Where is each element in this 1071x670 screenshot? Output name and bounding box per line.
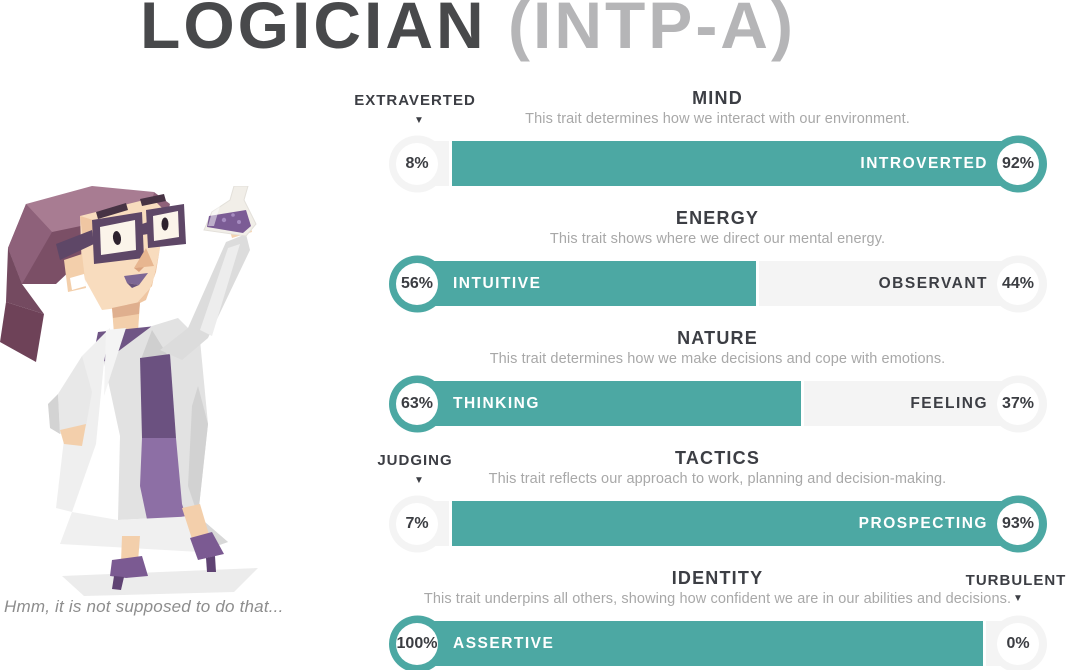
percent-badge: 92%	[997, 142, 1039, 185]
percent-badge: 44%	[997, 262, 1039, 305]
trait-name: MIND	[692, 88, 743, 108]
down-arrow-icon: ▼	[414, 115, 424, 126]
trait-bar-segment: INTROVERTED 92%	[452, 135, 1047, 192]
down-arrow-icon: ▼	[1013, 593, 1023, 604]
character-caption: Hmm, it is not supposed to do that...	[4, 597, 284, 616]
percent-badge: 8%	[396, 142, 438, 185]
trait-bar: 7% PROSPECTING 93%	[388, 495, 1047, 552]
trait-name: NATURE	[677, 328, 758, 348]
trait-side-label: TURBULENT	[965, 572, 1067, 589]
trait-description: This trait underpins all others, showing…	[423, 591, 1012, 607]
trait-description: This trait reflects our approach to work…	[488, 471, 947, 487]
trait-section: IDENTITY This trait underpins all others…	[388, 568, 1065, 670]
trait-section: TACTICS This trait reflects our approach…	[377, 448, 1047, 552]
trait-bar: ASSERTIVE 100% 0%	[388, 615, 1047, 670]
trait-side-label: OBSERVANT	[878, 274, 988, 292]
percent-badge: 37%	[997, 382, 1039, 425]
down-arrow-icon: ▼	[414, 475, 424, 486]
trait-side-label: PROSPECTING	[858, 514, 988, 532]
trait-side-label: ASSERTIVE	[453, 634, 555, 652]
page-title: LOGICIAN (INTP-A)	[140, 0, 796, 60]
trait-side-label: INTUITIVE	[453, 274, 542, 292]
trait-section: NATURE This trait determines how we make…	[388, 328, 1047, 432]
trait-bar-segment: FEELING 37%	[804, 375, 1047, 432]
ground-shadow	[62, 568, 258, 596]
trait-section: ENERGY This trait shows where we direct …	[388, 208, 1047, 312]
percent-badge: 7%	[396, 502, 438, 545]
trait-bar: INTUITIVE 56% OBSERVANT 44%	[388, 255, 1047, 312]
trait-bar-segment: ASSERTIVE 100%	[388, 615, 983, 670]
trait-side-label: EXTRAVERTED	[354, 92, 476, 109]
trait-bar-segment: 7%	[388, 495, 449, 552]
trait-bar-segment: THINKING 63%	[388, 375, 801, 432]
trait-bar-segment: OBSERVANT 44%	[759, 255, 1047, 312]
percent-badge: 100%	[396, 622, 438, 665]
type-name: LOGICIAN	[140, 0, 487, 62]
trait-bar-segment: INTUITIVE 56%	[388, 255, 756, 312]
trait-side-label: THINKING	[453, 394, 540, 412]
percent-badge: 93%	[997, 502, 1039, 545]
percent-badge: 0%	[997, 622, 1039, 665]
trait-description: This trait shows where we direct our men…	[549, 231, 886, 247]
trait-name: TACTICS	[674, 448, 761, 468]
trait-description: This trait determines how we make decisi…	[489, 351, 946, 367]
trait-section: MIND This trait determines how we intera…	[354, 88, 1047, 192]
trait-name: ENERGY	[675, 208, 760, 228]
flask-icon	[203, 185, 257, 237]
trait-bar-segment: 8%	[388, 135, 449, 192]
trait-description: This trait determines how we interact wi…	[525, 111, 910, 127]
trait-bar: THINKING 63% FEELING 37%	[388, 375, 1047, 432]
trait-name: IDENTITY	[671, 568, 764, 588]
trait-bar: 8% INTROVERTED 92%	[388, 135, 1047, 192]
trait-side-label: JUDGING	[377, 452, 453, 469]
trait-side-label: INTROVERTED	[860, 154, 988, 172]
trait-side-label: FEELING	[910, 394, 988, 412]
trait-bar-segment: 0%	[986, 615, 1047, 670]
scientist-character-illustration	[0, 185, 330, 604]
type-code: (INTP-A)	[508, 0, 796, 62]
trait-bar-segment: PROSPECTING 93%	[452, 495, 1047, 552]
percent-badge: 56%	[396, 262, 438, 305]
percent-badge: 63%	[396, 382, 438, 425]
